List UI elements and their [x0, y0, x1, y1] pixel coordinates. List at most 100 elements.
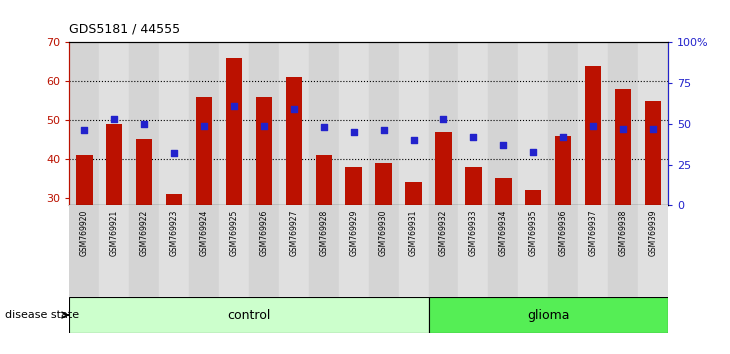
Point: [558, 134, 569, 140]
Bar: [106, 124, 123, 205]
Bar: [488, 42, 518, 205]
Bar: [608, 42, 638, 205]
Point: [587, 123, 599, 129]
Bar: [76, 155, 93, 205]
Bar: [518, 42, 548, 205]
Bar: [345, 166, 362, 205]
Point: [78, 127, 91, 133]
Bar: [189, 42, 219, 205]
Point: [258, 123, 270, 129]
Point: [139, 121, 150, 127]
Bar: [219, 205, 249, 297]
Point: [407, 137, 419, 143]
Point: [199, 123, 210, 129]
Bar: [339, 205, 369, 297]
Bar: [578, 42, 608, 205]
Bar: [369, 42, 399, 205]
Point: [618, 126, 629, 132]
Bar: [578, 205, 608, 297]
Point: [438, 116, 450, 122]
Text: disease state: disease state: [5, 310, 80, 320]
Bar: [189, 205, 219, 297]
Point: [378, 127, 390, 133]
Bar: [249, 205, 279, 297]
Text: GSM769920: GSM769920: [80, 210, 89, 256]
Point: [498, 142, 510, 148]
Bar: [279, 205, 309, 297]
Bar: [495, 178, 512, 205]
Text: GSM769935: GSM769935: [529, 210, 538, 256]
Bar: [196, 97, 212, 205]
Bar: [309, 42, 339, 205]
Text: GSM769925: GSM769925: [229, 210, 239, 256]
Text: GSM769936: GSM769936: [558, 210, 568, 256]
Text: GSM769924: GSM769924: [199, 210, 209, 256]
Text: GSM769933: GSM769933: [469, 210, 478, 256]
Bar: [458, 205, 488, 297]
Point: [347, 129, 359, 135]
Bar: [219, 42, 249, 205]
Point: [168, 150, 180, 156]
Text: GSM769926: GSM769926: [259, 210, 269, 256]
Text: GSM769934: GSM769934: [499, 210, 508, 256]
Bar: [375, 163, 392, 205]
Bar: [548, 205, 578, 297]
Text: GSM769930: GSM769930: [379, 210, 388, 256]
Text: GSM769939: GSM769939: [648, 210, 658, 256]
Bar: [488, 205, 518, 297]
Bar: [525, 190, 542, 205]
Text: glioma: glioma: [527, 309, 569, 321]
Text: GSM769927: GSM769927: [289, 210, 299, 256]
Point: [228, 103, 239, 109]
Text: GSM769922: GSM769922: [139, 210, 149, 256]
Bar: [465, 166, 482, 205]
Bar: [638, 205, 668, 297]
Point: [648, 126, 659, 132]
Text: GSM769923: GSM769923: [169, 210, 179, 256]
Text: GSM769928: GSM769928: [319, 210, 328, 256]
Bar: [285, 78, 302, 205]
Text: GSM769938: GSM769938: [618, 210, 628, 256]
Bar: [615, 89, 631, 205]
Bar: [405, 182, 422, 205]
Bar: [458, 42, 488, 205]
Text: GSM769921: GSM769921: [110, 210, 119, 256]
Point: [468, 134, 480, 140]
Bar: [255, 97, 272, 205]
Text: GSM769931: GSM769931: [409, 210, 418, 256]
Bar: [399, 205, 429, 297]
Bar: [339, 42, 369, 205]
Text: control: control: [227, 309, 271, 321]
Bar: [638, 42, 668, 205]
Bar: [429, 205, 458, 297]
Bar: [548, 42, 578, 205]
Bar: [608, 205, 638, 297]
Bar: [399, 42, 429, 205]
Text: GSM769937: GSM769937: [588, 210, 598, 256]
Bar: [435, 132, 452, 205]
Bar: [69, 42, 99, 205]
Text: GSM769929: GSM769929: [349, 210, 358, 256]
Bar: [159, 42, 189, 205]
Bar: [69, 205, 99, 297]
Bar: [99, 42, 129, 205]
Bar: [309, 205, 339, 297]
Bar: [226, 58, 242, 205]
Point: [318, 124, 330, 130]
Bar: [279, 42, 309, 205]
Bar: [555, 136, 572, 205]
Bar: [315, 155, 332, 205]
Bar: [585, 66, 602, 205]
Bar: [429, 42, 458, 205]
Bar: [136, 139, 153, 205]
Bar: [645, 101, 661, 205]
Bar: [518, 205, 548, 297]
Bar: [249, 42, 279, 205]
Bar: [369, 205, 399, 297]
Point: [108, 116, 120, 122]
Bar: [159, 205, 189, 297]
Point: [528, 149, 539, 154]
Bar: [166, 194, 182, 205]
Bar: [129, 205, 159, 297]
Point: [288, 107, 300, 112]
